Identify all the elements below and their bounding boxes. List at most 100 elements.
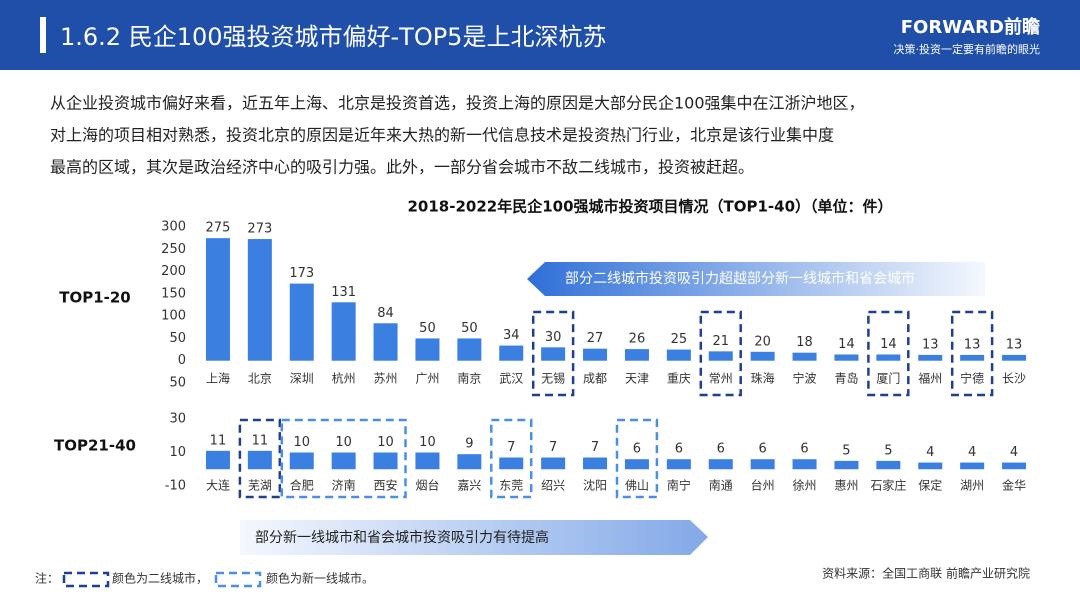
value-label: 18 bbox=[796, 335, 813, 350]
group-label: TOP1-20 bbox=[59, 289, 131, 307]
x-tick-label: 济南 bbox=[332, 478, 356, 493]
value-label: 7 bbox=[507, 440, 515, 455]
value-label: 14 bbox=[838, 337, 855, 352]
bar bbox=[960, 354, 985, 361]
paragraph-line: 从企业投资城市偏好来看，近五年上海、北京是投资首选，投资上海的原因是大部分民企1… bbox=[50, 94, 865, 113]
x-tick-label: 杭州 bbox=[332, 371, 356, 386]
bar bbox=[541, 457, 566, 470]
bar bbox=[918, 354, 943, 361]
x-tick-label: 宁德 bbox=[960, 371, 984, 386]
bar bbox=[583, 457, 608, 470]
y-tick-label: 250 bbox=[161, 242, 186, 257]
y-tick-label: 300 bbox=[161, 220, 186, 235]
bar bbox=[834, 460, 859, 470]
annotation: 部分二线城市投资吸引力超越部分新一线城市和省会城市 bbox=[565, 270, 915, 287]
x-tick-label: 南京 bbox=[457, 371, 481, 386]
annotation-banner bbox=[527, 262, 985, 296]
bar bbox=[624, 459, 649, 470]
bar bbox=[666, 459, 691, 470]
bar bbox=[457, 338, 482, 361]
bar bbox=[792, 459, 817, 470]
annotation: 部分新一线城市和省会城市投资吸引力有待提高 bbox=[255, 529, 549, 546]
value-label: 10 bbox=[377, 435, 394, 450]
y-tick-label: 30 bbox=[169, 412, 186, 427]
value-label: 6 bbox=[759, 442, 767, 457]
value-label: 50 bbox=[461, 321, 478, 336]
value-label: 10 bbox=[335, 435, 352, 450]
value-label: 173 bbox=[289, 266, 314, 281]
chart-title: 2018-2022年民企100强城市投资项目情况（TOP1-40）（单位：件） bbox=[407, 198, 892, 216]
x-tick-label: 台州 bbox=[751, 478, 775, 493]
value-label: 13 bbox=[922, 337, 939, 352]
group-label: TOP21-40 bbox=[54, 437, 136, 455]
value-label: 50 bbox=[419, 321, 436, 336]
bar bbox=[750, 351, 775, 361]
value-label: 27 bbox=[587, 331, 604, 346]
x-tick-label: 嘉兴 bbox=[457, 479, 481, 493]
value-label: 13 bbox=[1006, 337, 1023, 352]
y-tick-label: 0 bbox=[178, 353, 186, 368]
x-tick-label: 西安 bbox=[374, 478, 398, 493]
bar bbox=[666, 349, 691, 361]
highlight-box bbox=[615, 418, 659, 499]
x-tick-label: 沈阳 bbox=[583, 478, 607, 493]
value-label: 20 bbox=[754, 334, 771, 349]
x-tick-label: 广州 bbox=[415, 372, 439, 386]
source: 资料来源：全国工商联 前瞻产业研究院 bbox=[822, 566, 1030, 581]
x-tick-label: 深圳 bbox=[290, 372, 314, 386]
x-tick-label: 芜湖 bbox=[248, 478, 272, 493]
value-label: 26 bbox=[629, 332, 646, 347]
value-label: 6 bbox=[717, 442, 725, 457]
bar bbox=[205, 238, 230, 361]
note-text: 颜色为二线城市， bbox=[112, 571, 208, 586]
bar bbox=[457, 454, 482, 470]
bar bbox=[876, 354, 901, 361]
value-label: 84 bbox=[377, 306, 394, 321]
bar bbox=[289, 452, 314, 470]
value-label: 25 bbox=[671, 332, 688, 347]
x-tick-label: 烟台 bbox=[415, 478, 439, 493]
value-label: 30 bbox=[545, 330, 562, 345]
x-tick-label: 湖州 bbox=[960, 478, 984, 493]
x-tick-label: 长沙 bbox=[1002, 372, 1026, 386]
bar bbox=[750, 459, 775, 470]
x-tick-label: 上海 bbox=[206, 371, 230, 386]
x-tick-label: 金华 bbox=[1002, 478, 1026, 493]
bar bbox=[247, 239, 272, 361]
bar bbox=[1002, 354, 1027, 361]
highlight-box bbox=[699, 310, 742, 397]
x-tick-label: 苏州 bbox=[374, 372, 398, 386]
note-text: 颜色为新一线城市。 bbox=[266, 571, 374, 586]
header-title: 1.6.2 民企100强投资城市偏好-TOP5是上北深杭苏 bbox=[60, 23, 606, 51]
x-tick-label: 佛山 bbox=[625, 479, 649, 493]
value-label: 4 bbox=[1010, 445, 1018, 460]
bar bbox=[834, 354, 859, 361]
bar bbox=[373, 323, 398, 361]
logo: FORWARD前瞻 bbox=[901, 16, 1040, 38]
x-tick-label: 合肥 bbox=[290, 478, 314, 493]
slogan: 决策·投资一定要有前瞻的眼光 bbox=[894, 42, 1041, 56]
highlight-box bbox=[531, 310, 575, 397]
paragraph-line: 对上海的项目相对熟悉，投资北京的原因是近年来大热的新一代信息技术是投资热门行业，… bbox=[50, 126, 834, 145]
value-label: 9 bbox=[465, 437, 473, 452]
bar bbox=[918, 462, 943, 470]
x-tick-label: 北京 bbox=[248, 372, 272, 386]
bar bbox=[331, 302, 356, 361]
value-label: 5 bbox=[884, 443, 892, 458]
x-tick-label: 福州 bbox=[918, 371, 942, 386]
bar bbox=[708, 459, 733, 470]
note-prefix: 注： bbox=[35, 571, 59, 586]
header-bar bbox=[0, 0, 1080, 70]
value-label: 4 bbox=[926, 445, 934, 460]
x-tick-label: 保定 bbox=[918, 478, 942, 493]
bar bbox=[373, 452, 398, 470]
value-label: 13 bbox=[964, 337, 981, 352]
value-label: 11 bbox=[252, 433, 269, 448]
highlight-box bbox=[950, 310, 994, 397]
value-label: 273 bbox=[247, 222, 272, 237]
y-tick-label: 150 bbox=[161, 286, 186, 301]
note-icon bbox=[214, 571, 262, 588]
highlight-box bbox=[280, 418, 407, 499]
bar bbox=[247, 450, 272, 470]
x-tick-label: 绍兴 bbox=[541, 479, 565, 493]
